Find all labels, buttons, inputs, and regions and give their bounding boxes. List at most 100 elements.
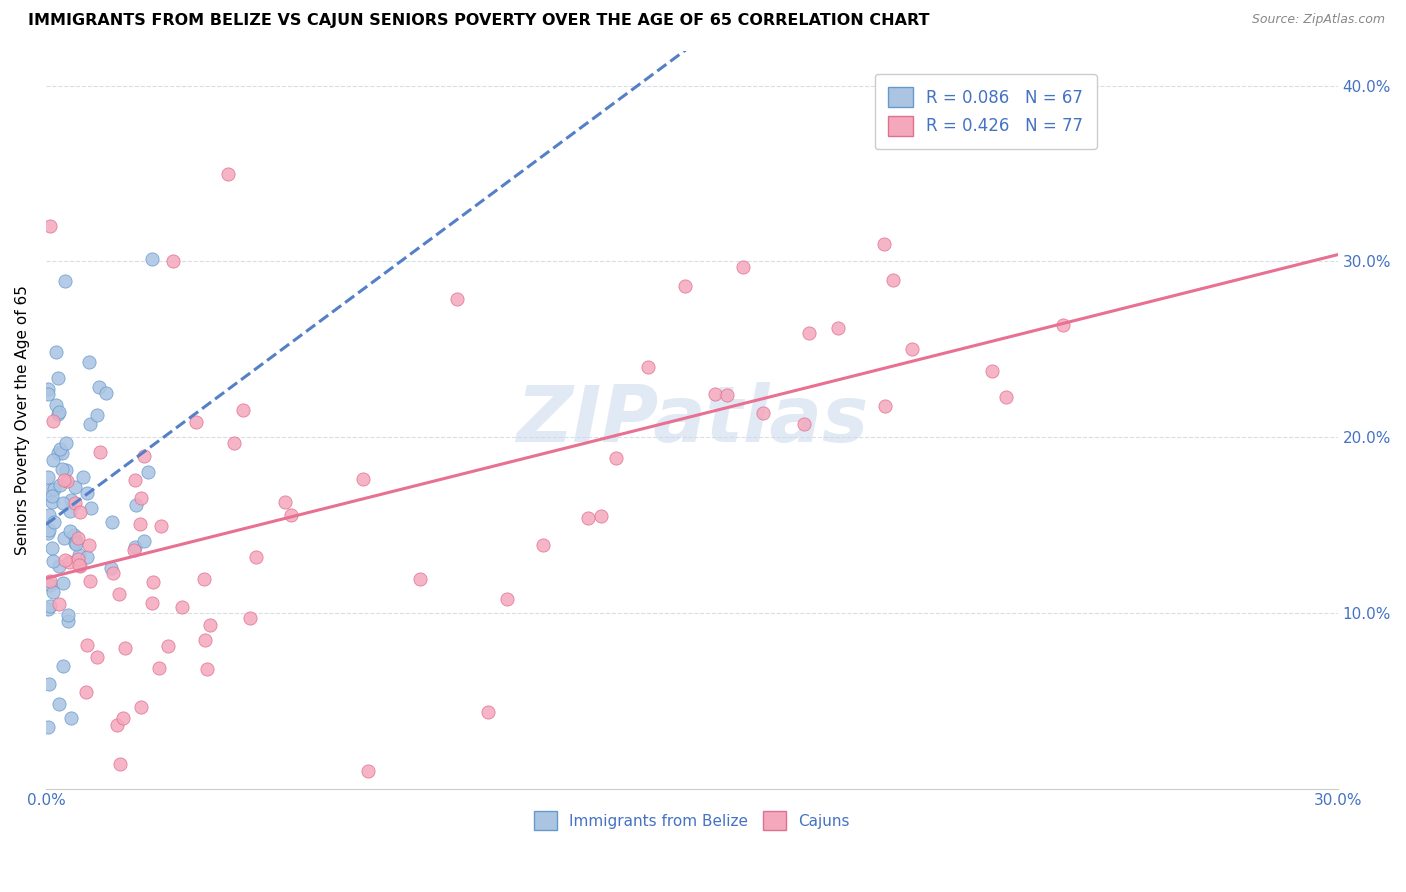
Point bbox=[105, 718, 128, 732]
Text: IMMIGRANTS FROM BELIZE VS CAJUN SENIORS POVERTY OVER THE AGE OF 65 CORRELATION C: IMMIGRANTS FROM BELIZE VS CAJUN SENIORS … bbox=[28, 13, 929, 29]
Point bbox=[446, 292, 468, 306]
Point bbox=[194, 632, 217, 647]
Point bbox=[875, 400, 897, 414]
Point bbox=[150, 519, 173, 533]
Point bbox=[69, 558, 91, 573]
Point bbox=[605, 450, 627, 465]
Point bbox=[94, 385, 117, 400]
Point bbox=[352, 472, 374, 486]
Point bbox=[65, 536, 87, 550]
Point bbox=[51, 462, 73, 476]
Point bbox=[37, 382, 59, 396]
Point bbox=[111, 711, 134, 725]
Point bbox=[51, 446, 73, 460]
Point bbox=[77, 538, 100, 552]
Point bbox=[981, 364, 1004, 378]
Point bbox=[100, 560, 122, 574]
Point bbox=[52, 575, 75, 590]
Point bbox=[673, 279, 696, 293]
Point bbox=[142, 575, 165, 590]
Point bbox=[184, 416, 207, 430]
Point bbox=[733, 260, 755, 274]
Point bbox=[716, 388, 738, 402]
Point bbox=[63, 528, 86, 542]
Point bbox=[245, 550, 267, 565]
Point bbox=[38, 508, 60, 522]
Point bbox=[48, 442, 70, 456]
Point bbox=[46, 446, 69, 460]
Point bbox=[41, 541, 63, 555]
Point bbox=[38, 483, 60, 497]
Point bbox=[157, 639, 180, 653]
Y-axis label: Seniors Poverty Over the Age of 65: Seniors Poverty Over the Age of 65 bbox=[15, 285, 30, 555]
Point bbox=[46, 407, 69, 421]
Point bbox=[37, 387, 59, 401]
Point bbox=[60, 711, 83, 725]
Point bbox=[67, 531, 90, 545]
Point bbox=[101, 566, 124, 581]
Text: ZIPatlas: ZIPatlas bbox=[516, 382, 868, 458]
Point bbox=[89, 445, 111, 459]
Point bbox=[882, 273, 904, 287]
Point bbox=[48, 371, 70, 385]
Point bbox=[38, 523, 60, 537]
Point bbox=[58, 555, 80, 569]
Point bbox=[132, 449, 155, 463]
Point bbox=[69, 549, 91, 563]
Point bbox=[114, 640, 136, 655]
Point bbox=[124, 473, 146, 487]
Point bbox=[63, 480, 86, 494]
Point bbox=[200, 618, 222, 632]
Point bbox=[495, 591, 517, 606]
Point bbox=[69, 505, 91, 519]
Point bbox=[37, 470, 59, 484]
Point bbox=[67, 558, 90, 573]
Point bbox=[66, 552, 89, 566]
Point bbox=[49, 478, 72, 492]
Point bbox=[52, 658, 75, 673]
Point bbox=[148, 661, 170, 675]
Point bbox=[994, 390, 1017, 404]
Point bbox=[280, 508, 302, 522]
Point bbox=[56, 474, 79, 488]
Point bbox=[141, 252, 163, 266]
Point bbox=[124, 498, 146, 512]
Text: Source: ZipAtlas.com: Source: ZipAtlas.com bbox=[1251, 13, 1385, 27]
Point bbox=[53, 274, 76, 288]
Point bbox=[86, 408, 108, 422]
Point bbox=[108, 756, 131, 771]
Point bbox=[53, 531, 76, 545]
Point bbox=[51, 495, 73, 509]
Point bbox=[53, 473, 76, 487]
Point bbox=[42, 414, 65, 428]
Point bbox=[195, 662, 218, 676]
Point bbox=[162, 254, 184, 268]
Point bbox=[42, 585, 65, 599]
Point bbox=[76, 638, 98, 652]
Point bbox=[48, 405, 70, 419]
Point bbox=[45, 345, 67, 359]
Point bbox=[37, 525, 59, 540]
Point bbox=[59, 492, 82, 507]
Point bbox=[37, 602, 59, 616]
Point bbox=[793, 417, 815, 431]
Point bbox=[901, 343, 924, 357]
Point bbox=[42, 453, 65, 467]
Point bbox=[827, 321, 849, 335]
Point bbox=[79, 417, 101, 431]
Point bbox=[65, 496, 87, 510]
Point bbox=[56, 608, 79, 623]
Point bbox=[53, 553, 76, 567]
Point bbox=[122, 543, 145, 558]
Point bbox=[79, 574, 101, 588]
Point bbox=[59, 524, 82, 538]
Point bbox=[80, 500, 103, 515]
Point bbox=[41, 494, 63, 508]
Point bbox=[39, 219, 62, 234]
Point bbox=[132, 533, 155, 548]
Point bbox=[55, 436, 77, 450]
Point bbox=[409, 572, 432, 586]
Point bbox=[86, 649, 108, 664]
Point bbox=[48, 559, 70, 574]
Point bbox=[274, 495, 297, 509]
